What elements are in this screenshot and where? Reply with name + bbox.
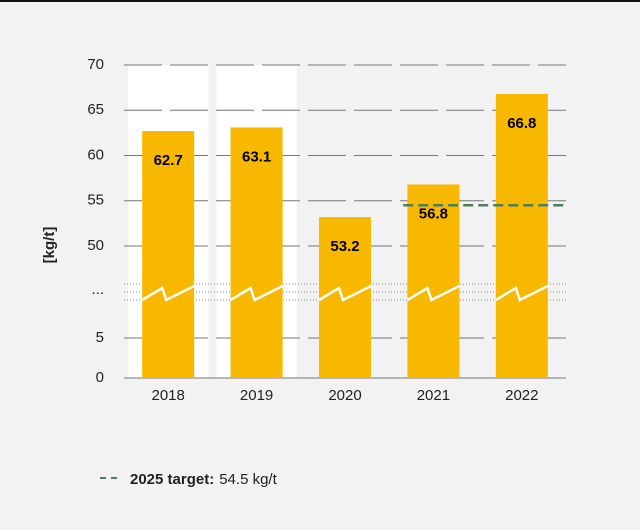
y-tick-label: 5 xyxy=(96,329,104,346)
value-label: 62.7 xyxy=(154,152,183,169)
value-label: 66.8 xyxy=(507,115,536,132)
x-tick-label: 2018 xyxy=(152,387,185,404)
y-axis-title: [kg/t] xyxy=(41,227,58,264)
break-zigzag xyxy=(141,284,195,302)
bar xyxy=(230,127,283,378)
y-tick-label: 55 xyxy=(87,192,104,209)
value-label: 63.1 xyxy=(242,148,271,165)
break-zigzag xyxy=(318,284,372,302)
axis-break-label: ... xyxy=(91,281,104,298)
x-tick-label: 2021 xyxy=(417,387,450,404)
break-zigzag xyxy=(495,284,549,302)
x-tick-label: 2022 xyxy=(505,387,538,404)
bar xyxy=(142,131,195,378)
y-tick-label: 50 xyxy=(87,237,104,254)
y-tick-label: 65 xyxy=(87,101,104,118)
break-zigzag xyxy=(406,284,460,302)
bar xyxy=(407,184,460,378)
legend-value: 54.5 kg/t xyxy=(219,471,277,488)
legend-label: 2025 target: xyxy=(130,471,214,488)
break-zigzag xyxy=(229,284,284,302)
x-tick-label: 2019 xyxy=(240,387,273,404)
y-tick-label: 0 xyxy=(96,369,104,386)
x-tick-label: 2020 xyxy=(328,387,361,404)
value-label: 56.8 xyxy=(419,205,448,222)
y-tick-label: 70 xyxy=(87,56,104,73)
y-tick-label: 60 xyxy=(87,146,104,163)
bar xyxy=(319,217,371,378)
top-rule xyxy=(0,0,640,2)
value-label: 53.2 xyxy=(330,238,359,255)
bar xyxy=(495,93,548,379)
